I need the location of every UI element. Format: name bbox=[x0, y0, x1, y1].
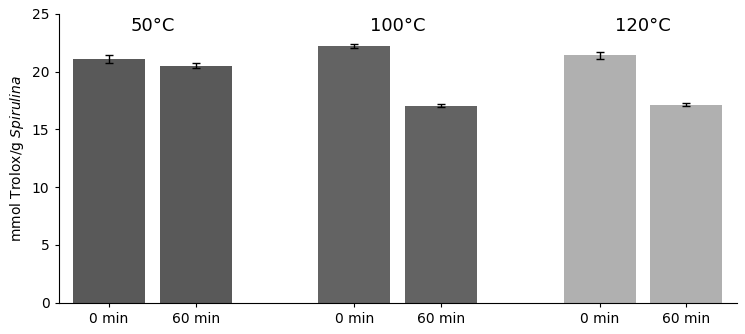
Bar bbox=[563, 55, 635, 303]
Y-axis label: mmol Trolox/g $\it{Spirulina}$: mmol Trolox/g $\it{Spirulina}$ bbox=[8, 75, 26, 242]
Bar bbox=[159, 66, 232, 303]
Bar bbox=[318, 46, 390, 303]
Bar bbox=[405, 106, 477, 303]
Text: 100°C: 100°C bbox=[370, 17, 425, 35]
Bar bbox=[650, 105, 722, 303]
Text: 50°C: 50°C bbox=[130, 17, 174, 35]
Text: 120°C: 120°C bbox=[615, 17, 670, 35]
Bar bbox=[73, 59, 145, 303]
